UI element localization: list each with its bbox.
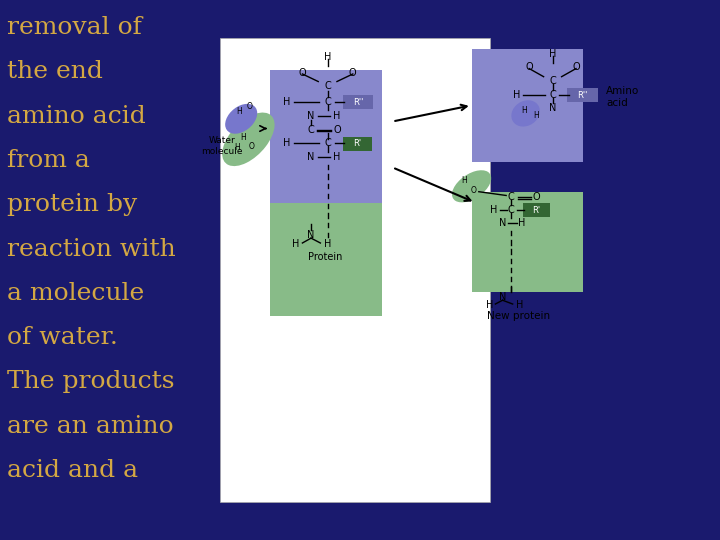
Text: H: H	[236, 107, 242, 116]
Text: from a: from a	[7, 149, 90, 172]
Text: H: H	[333, 111, 341, 120]
Text: H: H	[324, 239, 331, 249]
Text: H: H	[516, 300, 523, 310]
Text: acid and a: acid and a	[7, 459, 138, 482]
Text: C: C	[508, 192, 515, 202]
Ellipse shape	[222, 112, 274, 166]
Text: O: O	[572, 63, 580, 72]
Text: protein by: protein by	[7, 193, 138, 217]
FancyBboxPatch shape	[270, 70, 382, 205]
Text: O: O	[526, 63, 533, 72]
FancyBboxPatch shape	[472, 49, 583, 162]
Text: Water
molecule: Water molecule	[201, 136, 243, 156]
Text: H: H	[490, 205, 498, 214]
Ellipse shape	[452, 170, 491, 202]
Text: R': R'	[353, 139, 361, 148]
Text: N: N	[307, 111, 315, 120]
Text: Amino
acid: Amino acid	[606, 86, 639, 108]
Text: H: H	[486, 300, 493, 310]
Text: H: H	[235, 143, 240, 152]
Text: C: C	[508, 205, 515, 214]
Text: O: O	[533, 192, 540, 202]
Text: The products: The products	[7, 370, 175, 394]
FancyBboxPatch shape	[472, 192, 583, 292]
Text: H: H	[521, 106, 527, 115]
Text: H: H	[283, 138, 290, 148]
FancyBboxPatch shape	[343, 95, 373, 109]
Text: H: H	[324, 52, 331, 62]
FancyBboxPatch shape	[567, 88, 598, 102]
Text: C: C	[324, 138, 331, 148]
Text: N: N	[499, 292, 506, 302]
Text: removal of: removal of	[7, 16, 142, 39]
Text: R'': R''	[353, 98, 363, 106]
FancyBboxPatch shape	[343, 137, 372, 151]
Text: H: H	[292, 239, 299, 249]
FancyBboxPatch shape	[220, 38, 490, 502]
Text: N: N	[307, 152, 315, 161]
Text: H: H	[333, 152, 341, 161]
Ellipse shape	[225, 104, 257, 134]
Text: H: H	[549, 49, 557, 59]
Text: C: C	[549, 76, 557, 86]
Text: H: H	[534, 111, 539, 120]
Text: H: H	[283, 97, 290, 106]
FancyBboxPatch shape	[270, 202, 382, 316]
Text: C: C	[549, 90, 557, 99]
Text: Protein: Protein	[308, 252, 343, 261]
FancyBboxPatch shape	[523, 203, 550, 217]
Text: C: C	[324, 82, 331, 91]
Text: of water.: of water.	[7, 326, 118, 349]
Text: O: O	[247, 102, 253, 111]
Text: are an amino: are an amino	[7, 415, 174, 438]
Text: C: C	[307, 125, 315, 134]
Text: O: O	[249, 143, 255, 151]
Text: N: N	[499, 218, 506, 228]
Text: R'': R''	[577, 91, 588, 99]
Text: reaction with: reaction with	[7, 238, 176, 261]
Text: C: C	[324, 97, 331, 106]
Text: New protein: New protein	[487, 311, 550, 321]
Text: H: H	[461, 177, 467, 185]
Text: N: N	[549, 103, 557, 113]
Text: amino acid: amino acid	[7, 105, 146, 128]
Text: O: O	[349, 68, 356, 78]
Text: O: O	[333, 125, 341, 134]
Text: H: H	[513, 90, 521, 99]
Text: O: O	[471, 186, 477, 194]
Text: O: O	[299, 68, 306, 78]
Text: the end: the end	[7, 60, 103, 84]
Ellipse shape	[511, 100, 540, 126]
Text: H: H	[240, 133, 246, 142]
Text: H: H	[518, 218, 525, 228]
Text: R': R'	[532, 206, 541, 214]
Text: N: N	[307, 230, 315, 240]
Text: a molecule: a molecule	[7, 282, 145, 305]
